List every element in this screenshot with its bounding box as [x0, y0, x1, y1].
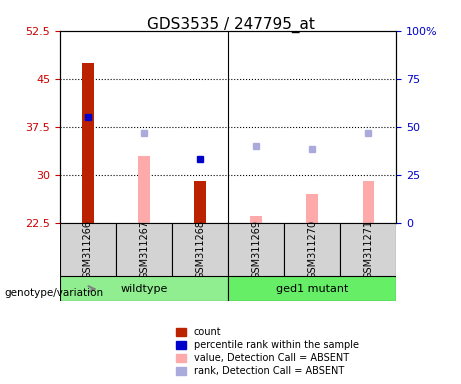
Bar — [138, 156, 150, 223]
Text: GSM311270: GSM311270 — [307, 220, 317, 279]
Text: GSM311269: GSM311269 — [251, 220, 261, 279]
Bar — [362, 181, 374, 223]
Text: wildtype: wildtype — [120, 284, 168, 294]
FancyBboxPatch shape — [60, 223, 116, 276]
FancyBboxPatch shape — [284, 223, 340, 276]
Text: ged1 mutant: ged1 mutant — [276, 284, 349, 294]
FancyBboxPatch shape — [60, 276, 228, 301]
Bar — [194, 181, 206, 223]
Bar — [82, 63, 94, 223]
FancyBboxPatch shape — [116, 223, 172, 276]
Text: genotype/variation: genotype/variation — [5, 288, 104, 298]
Bar — [250, 216, 262, 223]
Text: GSM311268: GSM311268 — [195, 220, 205, 279]
FancyBboxPatch shape — [228, 276, 396, 301]
Text: GDS3535 / 247795_at: GDS3535 / 247795_at — [147, 17, 314, 33]
FancyBboxPatch shape — [228, 223, 284, 276]
Text: GSM311271: GSM311271 — [363, 220, 373, 279]
FancyBboxPatch shape — [340, 223, 396, 276]
FancyBboxPatch shape — [172, 223, 228, 276]
Legend: count, percentile rank within the sample, value, Detection Call = ABSENT, rank, : count, percentile rank within the sample… — [173, 324, 361, 379]
Text: GSM311267: GSM311267 — [139, 220, 149, 279]
Bar — [307, 194, 318, 223]
Text: GSM311266: GSM311266 — [83, 220, 93, 279]
